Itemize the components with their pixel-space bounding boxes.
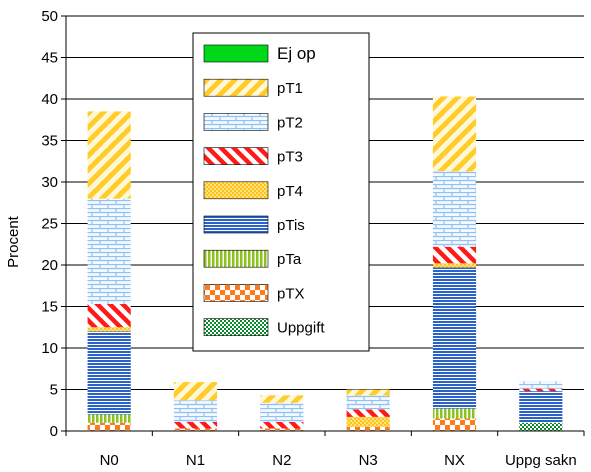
- legend-label: pT1: [277, 80, 303, 97]
- bar-segment-ptis: [519, 391, 563, 423]
- legend-swatch: [203, 113, 269, 131]
- bar-segment-pt1: [173, 382, 218, 401]
- legend-swatch: [203, 181, 269, 200]
- x-tick-label: Uppg sakn: [505, 452, 577, 469]
- y-tick-label: 40: [41, 91, 58, 108]
- bar-segment-ptx: [87, 422, 131, 431]
- bar-segment-pt4: [432, 263, 477, 268]
- bar-segment-pt1: [260, 395, 304, 403]
- bar-segment-pt2: [346, 395, 390, 410]
- bar-segment-pt3: [260, 421, 304, 429]
- x-tick-labels: N0 N1 N2 N3 NX Uppg sakn: [100, 452, 577, 469]
- legend-swatch: [203, 147, 269, 165]
- y-tick-label: 30: [41, 174, 58, 191]
- bar-segment-pta: [87, 414, 131, 423]
- x-tick-label: NX: [444, 452, 465, 469]
- legend-label: pT4: [277, 183, 303, 200]
- bar-segment-pt3: [346, 409, 390, 417]
- bar-segment-pt1: [432, 96, 477, 172]
- y-tick-label: 45: [41, 50, 58, 67]
- y-tick-label: 50: [41, 8, 58, 25]
- y-tick-label: 35: [41, 133, 58, 150]
- bar-segment-pt2: [519, 381, 563, 389]
- legend-label: Ej op: [277, 44, 316, 63]
- y-tick-label: 15: [41, 299, 58, 316]
- bar-segment-pt3: [519, 388, 563, 392]
- legend-label: pT2: [277, 114, 303, 131]
- x-tick-label: N2: [272, 452, 291, 469]
- legend: Ej op pT1 pT2 pT3 pT4 pTis pTa pTX Uppgift: [192, 32, 370, 352]
- y-tick-label: 0: [50, 423, 58, 440]
- bar-segment-pt1: [87, 111, 131, 199]
- bar-segment-pt4: [87, 327, 131, 332]
- bar-segment-ptis: [87, 331, 131, 415]
- bars: [87, 96, 563, 431]
- y-tick-labels: 0 5 10 15 20 25 30 35 40 45 50: [41, 8, 58, 440]
- bar-segment-pt1: [346, 389, 390, 396]
- legend-label: pTX: [277, 285, 305, 302]
- x-tick-label: N3: [359, 452, 378, 469]
- legend-swatch: [203, 249, 269, 268]
- y-tick-label: 5: [50, 382, 58, 399]
- legend-swatch: [203, 215, 269, 234]
- bar-segment-ptis: [432, 267, 477, 409]
- legend-swatch: [203, 284, 269, 302]
- bar-segment-pt3: [432, 246, 477, 264]
- legend-label: pTis: [277, 217, 305, 234]
- y-tick-label: 20: [41, 257, 58, 274]
- legend-swatch: [203, 44, 269, 63]
- bar-segment-ptx: [173, 428, 218, 431]
- legend-swatch: [203, 78, 269, 97]
- bar-segment-uppgift: [519, 422, 563, 431]
- legend-label: Uppgift: [277, 320, 325, 337]
- y-tick-label: 25: [41, 216, 58, 233]
- legend-label: pTa: [277, 251, 302, 268]
- bar-segment-ptx: [432, 418, 477, 431]
- axes: [61, 15, 585, 436]
- y-axis-label: Procent: [5, 215, 22, 268]
- bar-segment-ptx: [260, 428, 304, 431]
- legend-label: pT3: [277, 149, 303, 166]
- bar-segment-pt2: [260, 402, 304, 422]
- legend-swatch: [203, 318, 269, 336]
- bar-segment-pt4: [346, 416, 390, 427]
- x-tick-label: N0: [100, 452, 119, 469]
- bar-segment-pt2: [87, 198, 131, 305]
- x-tick-label: N1: [186, 452, 205, 469]
- y-tick-label: 10: [41, 340, 58, 357]
- bar-segment-pt3: [173, 421, 218, 429]
- bar-segment-pta: [432, 408, 477, 419]
- bar-segment-ptx: [346, 426, 390, 431]
- bar-segment-pt3: [87, 304, 131, 328]
- bar-segment-pt2: [173, 400, 218, 422]
- bar-segment-pt2: [432, 171, 477, 247]
